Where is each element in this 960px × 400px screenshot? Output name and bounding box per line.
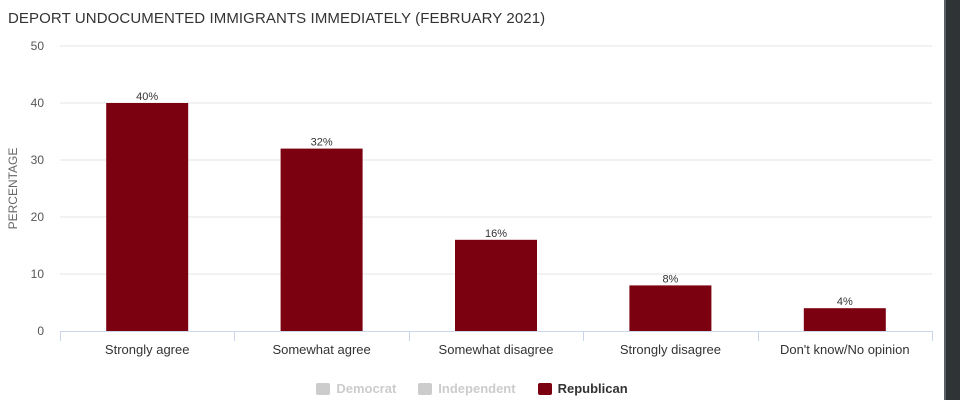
x-category-label: Somewhat agree bbox=[272, 342, 370, 357]
y-tick-label: 50 bbox=[31, 39, 45, 53]
bar-republican[interactable] bbox=[803, 308, 886, 331]
legend-item-republican[interactable]: Republican bbox=[537, 381, 628, 396]
y-tick-label: 30 bbox=[31, 153, 45, 167]
chart-legend: Democrat Independent Republican bbox=[0, 381, 944, 396]
bar-republican[interactable] bbox=[455, 239, 537, 331]
y-tick-label: 10 bbox=[31, 267, 45, 281]
legend-swatch bbox=[418, 382, 433, 395]
y-tick-label: 0 bbox=[37, 324, 44, 338]
x-category-label: Strongly disagree bbox=[620, 342, 721, 357]
bar-republican[interactable] bbox=[280, 148, 363, 331]
bar-data-label: 40% bbox=[136, 91, 158, 103]
y-tick-label: 20 bbox=[31, 210, 45, 224]
legend-label: Democrat bbox=[336, 381, 397, 396]
legend-swatch bbox=[537, 382, 552, 395]
legend-swatch bbox=[316, 382, 331, 395]
bar-republican[interactable] bbox=[106, 103, 189, 331]
bar-data-label: 32% bbox=[311, 137, 333, 149]
legend-item-democrat[interactable]: Democrat bbox=[316, 381, 396, 396]
x-category-label: Strongly agree bbox=[105, 342, 190, 357]
legend-label: Independent bbox=[438, 381, 516, 396]
bar-chart: 0 10 20 30 40 50 PERCENTAGE Strongly agree Somew… bbox=[6, 39, 933, 357]
legend-label: Republican bbox=[557, 381, 628, 396]
bar-data-label: 4% bbox=[837, 296, 853, 308]
bar-data-label: 8% bbox=[662, 273, 678, 285]
x-category-label: Don't know/No opinion bbox=[780, 342, 910, 357]
x-category-label: Somewhat disagree bbox=[439, 342, 554, 357]
window-edge bbox=[944, 0, 960, 400]
chart-title: DEPORT UNDOCUMENTED IMMIGRANTS IMMEDIATE… bbox=[8, 10, 546, 27]
bar-republican[interactable] bbox=[629, 285, 712, 331]
bar-data-label: 16% bbox=[485, 228, 507, 240]
legend-item-independent[interactable]: Independent bbox=[418, 381, 516, 396]
y-axis-title: PERCENTAGE bbox=[6, 148, 20, 230]
y-tick-label: 40 bbox=[31, 96, 45, 110]
